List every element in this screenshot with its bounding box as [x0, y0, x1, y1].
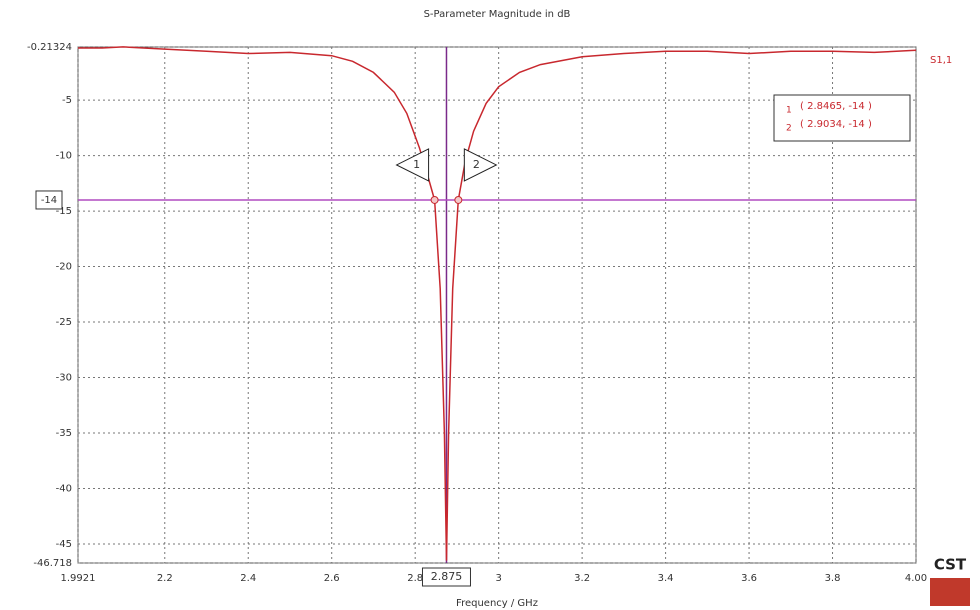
y-tick-label: -20 — [56, 262, 72, 273]
x-tick-label: 2.8 — [407, 573, 423, 584]
y-marker-label: -14 — [41, 195, 57, 206]
x-tick-label: 3.6 — [741, 573, 757, 584]
y-tick-label: -30 — [56, 373, 72, 384]
x-tick-label: 2.4 — [240, 573, 256, 584]
marker-flag-label: 1 — [413, 158, 420, 171]
y-tick-label: -10 — [56, 151, 72, 162]
marker-point — [431, 196, 438, 203]
marker-flag — [464, 149, 496, 181]
y-tick-label: -46.718 — [33, 558, 72, 569]
y-tick-label: -5 — [62, 95, 72, 106]
y-tick-label: -35 — [56, 428, 72, 439]
x-tick-label: 3.4 — [658, 573, 674, 584]
marker-point — [455, 196, 462, 203]
marker-legend-text: ( 2.9034, -14 ) — [800, 119, 872, 130]
y-tick-label: -45 — [56, 539, 72, 550]
x-axis-label: Frequency / GHz — [456, 598, 538, 609]
x-tick-label: 2.6 — [324, 573, 340, 584]
x-marker-label: 2.875 — [431, 570, 463, 583]
marker-flag-label: 2 — [473, 158, 480, 171]
logo-box — [930, 578, 970, 606]
y-tick-label: -25 — [56, 317, 72, 328]
y-tick-label: -40 — [56, 483, 72, 494]
x-tick-label: 1.9921 — [61, 573, 96, 584]
x-tick-label: 3.2 — [574, 573, 590, 584]
chart-title: S-Parameter Magnitude in dB — [424, 9, 571, 20]
x-tick-label: 3 — [495, 573, 501, 584]
x-tick-label: 4.00 — [905, 573, 927, 584]
chart: S-Parameter Magnitude in dB Frequency / … — [0, 0, 980, 610]
y-tick-label: -0.21324 — [27, 42, 72, 53]
logo: CST — [934, 556, 967, 574]
marker-legend-id: 1 — [786, 106, 792, 116]
marker-legend-text: ( 2.8465, -14 ) — [800, 101, 872, 112]
x-tick-label: 2.2 — [157, 573, 173, 584]
legend-entry: S1,1 — [930, 55, 952, 66]
x-tick-label: 3.8 — [825, 573, 841, 584]
marker-legend-id: 2 — [786, 124, 792, 134]
